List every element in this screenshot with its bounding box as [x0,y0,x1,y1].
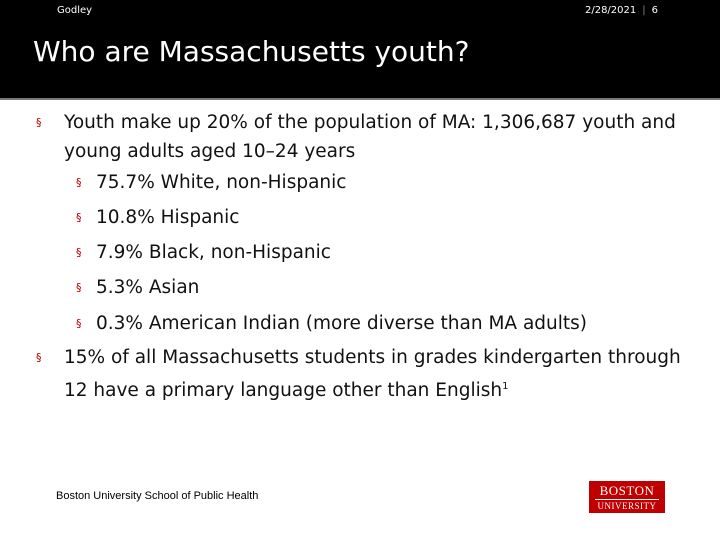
slide-title: Who are Massachusetts youth? [33,35,470,68]
footnote-marker: 1 [502,381,509,392]
sub-bullet-black: 7.9% Black, non-Hispanic [96,242,331,263]
slide-number: 6 [651,5,658,16]
logo-line-2: UNIVERSITY [597,501,657,511]
sub-bullet-marker: § [76,246,82,259]
logo-divider [595,499,659,500]
author-label: Godley [57,5,93,16]
bullet-primary-language-text: 15% of all Massachusetts students in gra… [64,347,681,402]
bullet-marker: § [36,116,42,129]
sub-bullet-marker: § [76,281,82,294]
sub-bullet-marker: § [76,211,82,224]
bullet-marker: § [36,351,42,364]
sub-bullet-american-indian: 0.3% American Indian (more diverse than … [96,313,588,334]
footer-text: Boston University School of Public Healt… [56,490,259,502]
sub-bullet-hispanic: 10.8% Hispanic [96,207,240,228]
header-meta: 2/28/2021 | 6 [585,5,658,16]
sub-bullet-white: 75.7% White, non-Hispanic [96,172,347,193]
title-bar: Who are Massachusetts youth? [0,24,720,100]
header-divider: | [642,5,646,16]
boston-university-logo: BOSTON UNIVERSITY [589,481,665,513]
bullet-primary-language: 15% of all Massachusetts students in gra… [64,343,704,405]
sub-bullet-marker: § [76,176,82,189]
sub-bullet-marker: § [76,317,82,330]
header-bar: Godley 2/28/2021 | 6 [0,0,720,24]
date-label: 2/28/2021 [584,5,637,16]
bullet-youth-population: Youth make up 20% of the population of M… [64,112,676,162]
logo-line-1: BOSTON [599,483,655,498]
sub-bullet-asian: 5.3% Asian [96,277,200,298]
